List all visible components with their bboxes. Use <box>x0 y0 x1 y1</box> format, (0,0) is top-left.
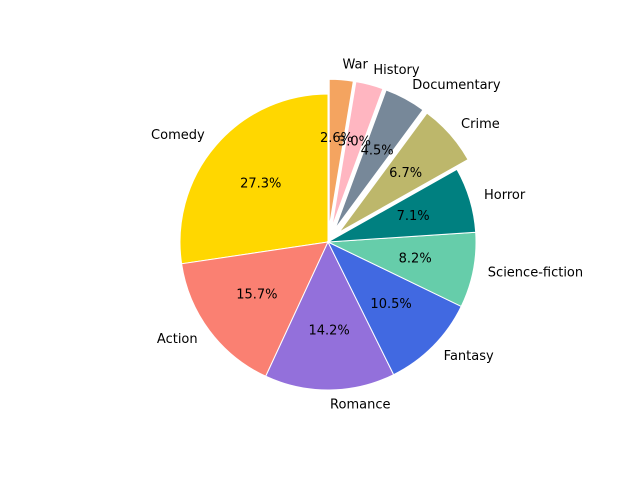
slice-label: History <box>373 63 420 78</box>
slice-percent-label: 15.7% <box>236 288 277 303</box>
slice-percent-label: 3.0% <box>338 134 371 149</box>
slice-percent-label: 27.3% <box>240 177 281 192</box>
slice-label: Crime <box>461 117 500 132</box>
slice-label: War <box>343 57 369 72</box>
pie-slice-war <box>328 78 354 228</box>
slice-percent-label: 4.5% <box>361 143 394 158</box>
slice-percent-label: 6.7% <box>389 166 422 181</box>
slice-percent-label: 7.1% <box>397 209 430 224</box>
slice-percent-label: 10.5% <box>370 297 411 312</box>
pie-slice-comedy <box>179 93 329 265</box>
slice-label: Fantasy <box>444 349 494 364</box>
slice-percent-label: 14.2% <box>308 323 349 338</box>
slice-percent-label: 2.6% <box>320 131 353 146</box>
pie-slice-crime <box>338 112 469 233</box>
pie-slice-fantasy <box>326 240 462 376</box>
pie-slice-documentary <box>334 89 424 230</box>
pie-slice-action <box>181 241 329 377</box>
slice-label: Horror <box>484 188 526 203</box>
slice-label: Romance <box>330 397 390 412</box>
pie-slice-romance <box>265 240 395 391</box>
slice-label: Science-fiction <box>488 266 583 281</box>
slices-layer <box>179 78 477 391</box>
pie-slice-horror <box>327 168 477 243</box>
labels-layer: Comedy 27.3% Action 15.7% Romance 14.2% Fantas… <box>151 57 583 412</box>
pie-slice-history <box>331 81 384 228</box>
slice-label: Comedy <box>151 128 205 143</box>
slice-percent-label: 8.2% <box>399 251 432 266</box>
slice-label: Documentary <box>412 78 501 93</box>
slice-label: Action <box>157 332 198 347</box>
